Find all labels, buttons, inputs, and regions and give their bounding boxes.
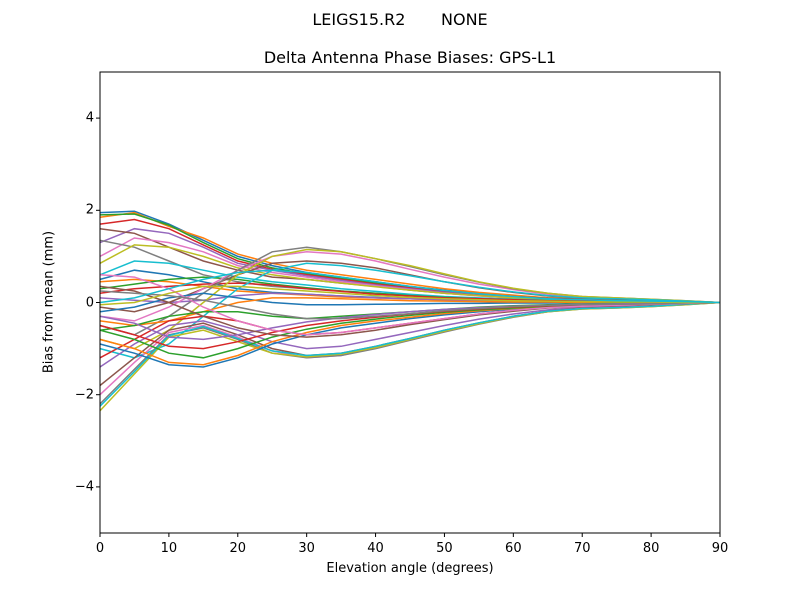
y-tick-label: 2 xyxy=(85,202,94,218)
data-line xyxy=(99,290,721,320)
x-tick-label: 10 xyxy=(160,541,178,556)
x-tick-label: 40 xyxy=(367,541,384,556)
data-line xyxy=(99,285,720,306)
axis-ticks xyxy=(96,117,721,537)
x-tick-label: 90 xyxy=(711,541,729,556)
y-tick-label: −2 xyxy=(74,387,94,403)
data-line xyxy=(99,269,721,304)
x-tick-label: 50 xyxy=(436,541,453,556)
y-tick-label: 0 xyxy=(85,295,94,310)
figure-suptitle: LEIGS15.R2 NONE xyxy=(312,10,488,29)
data-line xyxy=(99,248,721,350)
y-axis-label: Bias from mean (mm) xyxy=(41,230,57,374)
data-lines xyxy=(99,210,721,412)
x-tick-label: 20 xyxy=(229,541,247,556)
y-tick-label: 4 xyxy=(85,110,94,126)
data-line xyxy=(99,301,721,407)
x-tick-label: 80 xyxy=(642,541,660,556)
x-tick-label: 30 xyxy=(298,541,315,556)
data-line xyxy=(99,301,721,368)
x-tick-label: 0 xyxy=(95,541,105,556)
x-tick-label: 70 xyxy=(573,541,591,556)
x-tick-label: 60 xyxy=(505,541,522,556)
chart-title: Delta Antenna Phase Biases: GPS-L1 xyxy=(263,48,557,67)
data-line xyxy=(99,274,721,336)
y-tick-label: −4 xyxy=(74,479,94,495)
x-axis-label: Elevation angle (degrees) xyxy=(326,561,494,576)
